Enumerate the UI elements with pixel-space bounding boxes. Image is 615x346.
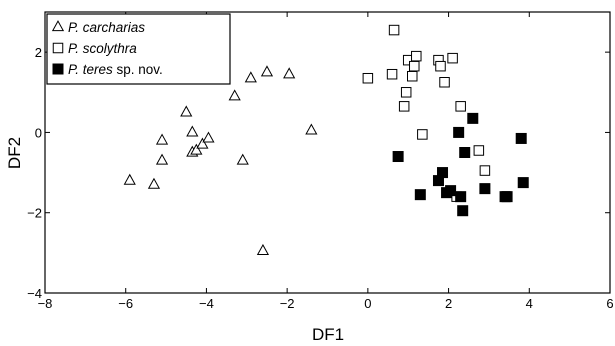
x-tick-label: −6 (118, 296, 133, 311)
data-point (202, 131, 215, 143)
data-point (196, 137, 209, 149)
data-point (515, 132, 527, 144)
data-point (411, 50, 422, 62)
y-tick-label: −2 (27, 206, 42, 221)
data-point (256, 243, 270, 255)
data-point (180, 105, 193, 117)
data-point (479, 165, 491, 176)
y-tick-label: 0 (35, 125, 42, 140)
x-tick-label: 0 (364, 296, 371, 311)
legend-label: P. carcharias (68, 20, 145, 35)
data-point (409, 60, 420, 72)
legend-marker (51, 20, 65, 32)
data-point (400, 87, 412, 98)
data-point (457, 205, 469, 217)
data-point (459, 147, 471, 158)
plot-frame (44, 11, 611, 294)
legend-box (46, 13, 231, 85)
x-tick-label: −8 (38, 296, 53, 311)
data-point (414, 189, 426, 201)
data-point (260, 65, 274, 77)
data-point (445, 185, 457, 197)
data-point (453, 126, 465, 138)
data-point (392, 151, 404, 163)
data-point (455, 101, 466, 112)
data-point (407, 70, 418, 82)
legend-label: P. scolythra (68, 41, 137, 56)
plot-area (44, 11, 611, 294)
data-point (147, 177, 161, 189)
data-point (437, 167, 449, 179)
data-points (123, 24, 529, 255)
legend-marker (52, 42, 64, 54)
y-axis-title: DF2 (5, 137, 24, 169)
data-point (362, 72, 374, 84)
data-point (155, 153, 169, 165)
x-tick-label: −2 (280, 296, 295, 311)
legend-marker (52, 63, 64, 75)
data-point (283, 67, 296, 79)
data-point (186, 125, 199, 137)
data-point (517, 177, 529, 189)
x-tick-label: −4 (199, 296, 214, 311)
data-point (388, 24, 400, 36)
data-point (501, 191, 513, 203)
data-point (244, 71, 257, 83)
data-point (236, 153, 249, 165)
axes: −8 −6 −4 −2 0 2 4 6 −4 −2 0 2 (27, 12, 614, 311)
data-point (447, 52, 458, 64)
data-point (123, 173, 136, 185)
data-point (439, 77, 450, 88)
y-tick-label: −4 (27, 286, 42, 301)
data-point (228, 89, 241, 101)
data-point (473, 145, 485, 156)
data-point (455, 191, 467, 203)
data-point (190, 143, 203, 155)
data-point (386, 68, 398, 80)
x-tick-label: 6 (606, 296, 613, 311)
data-point (417, 129, 428, 140)
y-tick-label: 2 (35, 45, 42, 60)
data-point (467, 112, 479, 124)
data-point (398, 101, 410, 112)
x-axis-title: DF1 (312, 325, 344, 344)
x-tick-label: 2 (445, 296, 452, 311)
x-tick-label: 4 (526, 296, 533, 311)
legend-label: P. teres sp. nov. (68, 62, 163, 77)
data-point (305, 123, 318, 135)
data-point (435, 60, 446, 72)
data-point (155, 133, 169, 145)
legend: P. carcharias P. scolythra P. teres sp. no… (46, 13, 231, 85)
data-point (479, 183, 491, 195)
